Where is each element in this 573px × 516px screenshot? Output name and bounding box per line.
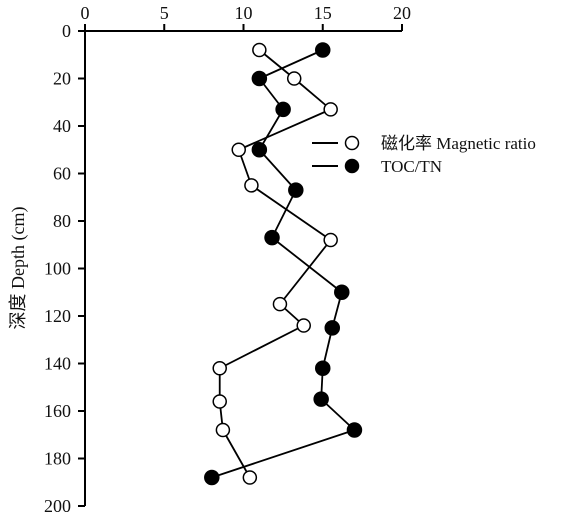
data-point-open xyxy=(231,142,246,157)
y-tick-label: 140 xyxy=(44,354,71,374)
data-point-filled xyxy=(288,182,304,198)
y-ticks: 0 20 40 60 80 100 120 140 160 180 200 xyxy=(44,21,85,516)
y-tick-label: 20 xyxy=(53,69,71,89)
data-point-filled xyxy=(313,391,329,407)
data-point-open xyxy=(286,71,302,86)
y-tick-label: 100 xyxy=(44,259,71,279)
legend: 磁化率 Magnetic ratio TOC/TN xyxy=(312,134,536,176)
data-point-filled xyxy=(264,229,280,246)
y-tick-label: 180 xyxy=(44,449,71,469)
data-point-open xyxy=(244,178,259,193)
data-point-filled xyxy=(251,70,268,87)
legend-label-magnetic: 磁化率 Magnetic ratio xyxy=(381,134,536,153)
data-point-open xyxy=(323,232,338,248)
series-markers xyxy=(204,42,363,486)
y-tick-label: 80 xyxy=(53,211,71,231)
y-tick-label: 0 xyxy=(62,21,71,41)
data-point-open xyxy=(212,394,227,409)
data-point-filled xyxy=(275,101,291,118)
data-point-filled xyxy=(315,42,331,58)
x-ticks: 0 5 10 15 20 xyxy=(81,3,411,31)
y-tick-label: 160 xyxy=(44,401,71,421)
data-point-filled xyxy=(204,469,220,486)
x-tick-label: 15 xyxy=(314,3,332,23)
legend-item-magnetic: 磁化率 Magnetic ratio xyxy=(312,134,536,153)
data-point-open xyxy=(212,361,227,376)
y-tick-label: 60 xyxy=(53,164,71,184)
x-tick-label: 0 xyxy=(81,3,90,23)
legend-swatch-open-circle xyxy=(344,135,360,151)
x-tick-label: 20 xyxy=(393,3,411,23)
data-point-open xyxy=(252,42,267,58)
data-point-filled xyxy=(251,142,268,158)
data-point-filled xyxy=(315,360,331,376)
data-point-open xyxy=(272,296,288,312)
legend-label-toc-tn: TOC/TN xyxy=(381,157,442,176)
data-point-open xyxy=(296,318,311,333)
x-tick-label: 10 xyxy=(235,3,253,23)
data-point-open xyxy=(242,470,258,485)
series-line-0 xyxy=(218,49,332,478)
legend-item-toc-tn: TOC/TN xyxy=(312,157,442,176)
data-point-filled xyxy=(334,284,350,300)
x-tick-label: 5 xyxy=(160,3,169,23)
data-point-open xyxy=(323,102,338,117)
y-axis-title: 深度 Depth (cm) xyxy=(8,207,29,330)
data-point-filled xyxy=(346,422,363,438)
data-point-open xyxy=(215,422,231,438)
y-tick-label: 120 xyxy=(44,306,71,326)
data-point-filled xyxy=(324,320,341,336)
y-tick-label: 40 xyxy=(53,116,71,136)
y-tick-label: 200 xyxy=(44,496,71,516)
legend-swatch-filled-circle xyxy=(344,158,360,174)
